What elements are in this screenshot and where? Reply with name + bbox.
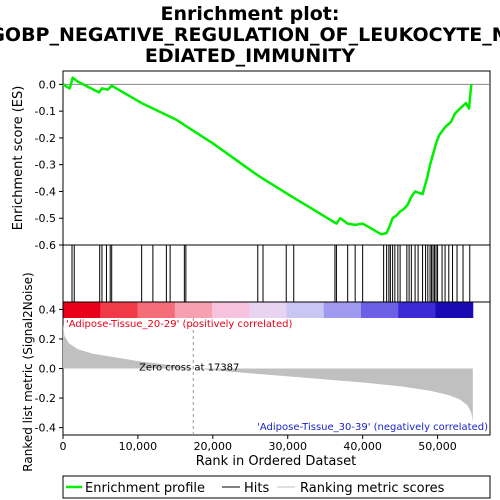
es-axis-label: Enrichment score (ES) — [11, 86, 26, 231]
x-tick-label: 0 — [60, 440, 67, 453]
positive-class-label: 'Adipose-Tissue_20-29' (positively corre… — [66, 319, 292, 330]
legend-label-enrichment-profile: Enrichment profile — [85, 481, 205, 496]
ranking-color-bar — [63, 302, 474, 318]
x-tick-label: 10,000 — [119, 440, 158, 453]
x-tick-label: 20,000 — [194, 440, 233, 453]
ranking-bar-segment — [435, 302, 474, 318]
hits-panel — [62, 244, 491, 303]
es-ytick-label: -0.6 — [35, 239, 56, 252]
ranking-bar-segment — [174, 302, 213, 318]
legend-label-ranking-metric: Ranking metric scores — [300, 481, 445, 496]
metric-ytick-label: -0.2 — [35, 392, 56, 405]
ranking-bar-segment — [323, 302, 362, 318]
chart-title-line-1: Enrichment plot: — [161, 3, 340, 25]
x-tick-label: 50,000 — [418, 440, 457, 453]
ranked-metric-panel: 0.4 0.2 0.0 -0.2 -0.4 Zero cross at 17387 'A… — [21, 272, 491, 472]
chart-legend: Enrichment profile Hits Ranking metric s… — [62, 475, 491, 499]
ranking-bar-segment — [286, 302, 325, 318]
ranking-bar-segment — [249, 302, 288, 318]
ranking-bar-segment — [212, 302, 250, 318]
ranking-bar-segment — [361, 302, 399, 318]
metric-ytick-label: -0.4 — [35, 422, 56, 435]
ranking-bar-segment — [63, 302, 101, 318]
ranking-metric-area — [63, 324, 473, 422]
chart-title-line-3: EDIATED_IMMUNITY — [145, 45, 356, 67]
es-ytick-label: 0.0 — [39, 78, 57, 91]
zero-cross-label: Zero cross at 17387 — [139, 363, 239, 374]
ranking-bar-segment — [137, 302, 176, 318]
es-ytick-label: -0.1 — [35, 105, 56, 118]
metric-axis-label: Ranked list metric (Signal2Noise) — [21, 272, 35, 471]
x-tick-label: 30,000 — [268, 440, 307, 453]
chart-title-line-2: GOBP_NEGATIVE_REGULATION_OF_LEUKOCYTE_M — [0, 24, 500, 46]
legend-label-hits: Hits — [244, 481, 269, 496]
x-axis: 0 10,000 20,000 30,000 40,000 50,000 — [60, 435, 457, 453]
x-tick-label: 40,000 — [343, 440, 382, 453]
negative-class-label: 'Adipose-Tissue_30-39' (negatively corre… — [257, 422, 488, 433]
es-ytick-label: -0.4 — [35, 185, 56, 198]
enrichment-profile-line — [62, 76, 473, 236]
x-axis-label: Rank in Ordered Dataset — [196, 454, 357, 469]
enrichment-score-panel: 0.0 -0.1 -0.2 -0.3 -0.4 -0.5 -0.6 Enrichment s… — [11, 70, 491, 252]
es-ytick-label: -0.2 — [35, 132, 56, 145]
legend-frame — [62, 475, 491, 499]
ranking-bar-segment — [100, 302, 139, 318]
metric-ytick-label: 0.4 — [39, 303, 57, 316]
metric-ytick-label: 0.0 — [39, 363, 57, 376]
ranking-bar-segment — [398, 302, 437, 318]
metric-ytick-label: 0.2 — [39, 333, 57, 346]
es-ytick-label: -0.5 — [35, 212, 56, 225]
es-ytick-label: -0.3 — [35, 159, 56, 172]
